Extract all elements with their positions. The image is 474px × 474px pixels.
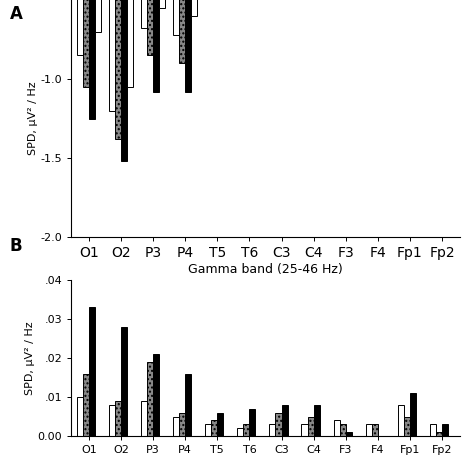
Bar	[179, 412, 185, 436]
Bar	[153, 354, 159, 436]
Y-axis label: SPD, μV² / Hz: SPD, μV² / Hz	[27, 82, 37, 155]
Text: A: A	[9, 5, 22, 23]
Bar	[153, 0, 159, 91]
Bar	[398, 405, 404, 436]
Title: Gamma band (25-46 Hz): Gamma band (25-46 Hz)	[188, 263, 343, 276]
Bar	[314, 405, 320, 436]
Bar	[430, 424, 436, 436]
Bar	[211, 420, 217, 436]
Bar	[173, 0, 179, 35]
Bar	[365, 424, 372, 436]
Bar	[173, 417, 179, 436]
Bar	[301, 424, 308, 436]
Bar	[179, 0, 185, 63]
Bar	[282, 405, 288, 436]
Bar	[121, 0, 127, 161]
Bar	[269, 424, 275, 436]
Bar	[147, 362, 153, 436]
Bar	[109, 0, 115, 110]
Bar	[217, 412, 223, 436]
Bar	[109, 405, 115, 436]
Bar	[334, 420, 340, 436]
Bar	[191, 0, 197, 16]
Bar	[95, 0, 101, 32]
Bar	[205, 424, 211, 436]
Bar	[159, 0, 165, 8]
Bar	[141, 0, 147, 28]
Bar	[82, 374, 89, 436]
Bar	[410, 393, 416, 436]
Bar	[237, 428, 243, 436]
Bar	[404, 417, 410, 436]
Bar	[243, 424, 249, 436]
Bar	[275, 412, 282, 436]
Bar	[82, 0, 89, 87]
Bar	[436, 432, 442, 436]
Y-axis label: SPD, μV² / Hz: SPD, μV² / Hz	[25, 321, 35, 395]
Bar	[249, 409, 255, 436]
Bar	[77, 397, 82, 436]
Bar	[340, 424, 346, 436]
Bar	[89, 0, 95, 118]
Bar	[89, 307, 95, 436]
Bar	[115, 0, 121, 139]
Bar	[127, 0, 133, 87]
Bar	[442, 424, 448, 436]
Bar	[115, 401, 121, 436]
Bar	[308, 417, 314, 436]
Bar	[141, 401, 147, 436]
Bar	[185, 374, 191, 436]
Bar	[372, 424, 378, 436]
Bar	[185, 0, 191, 91]
Bar	[121, 327, 127, 436]
Bar	[147, 0, 153, 55]
Bar	[346, 432, 352, 436]
Text: B: B	[9, 237, 22, 255]
Bar	[77, 0, 82, 55]
